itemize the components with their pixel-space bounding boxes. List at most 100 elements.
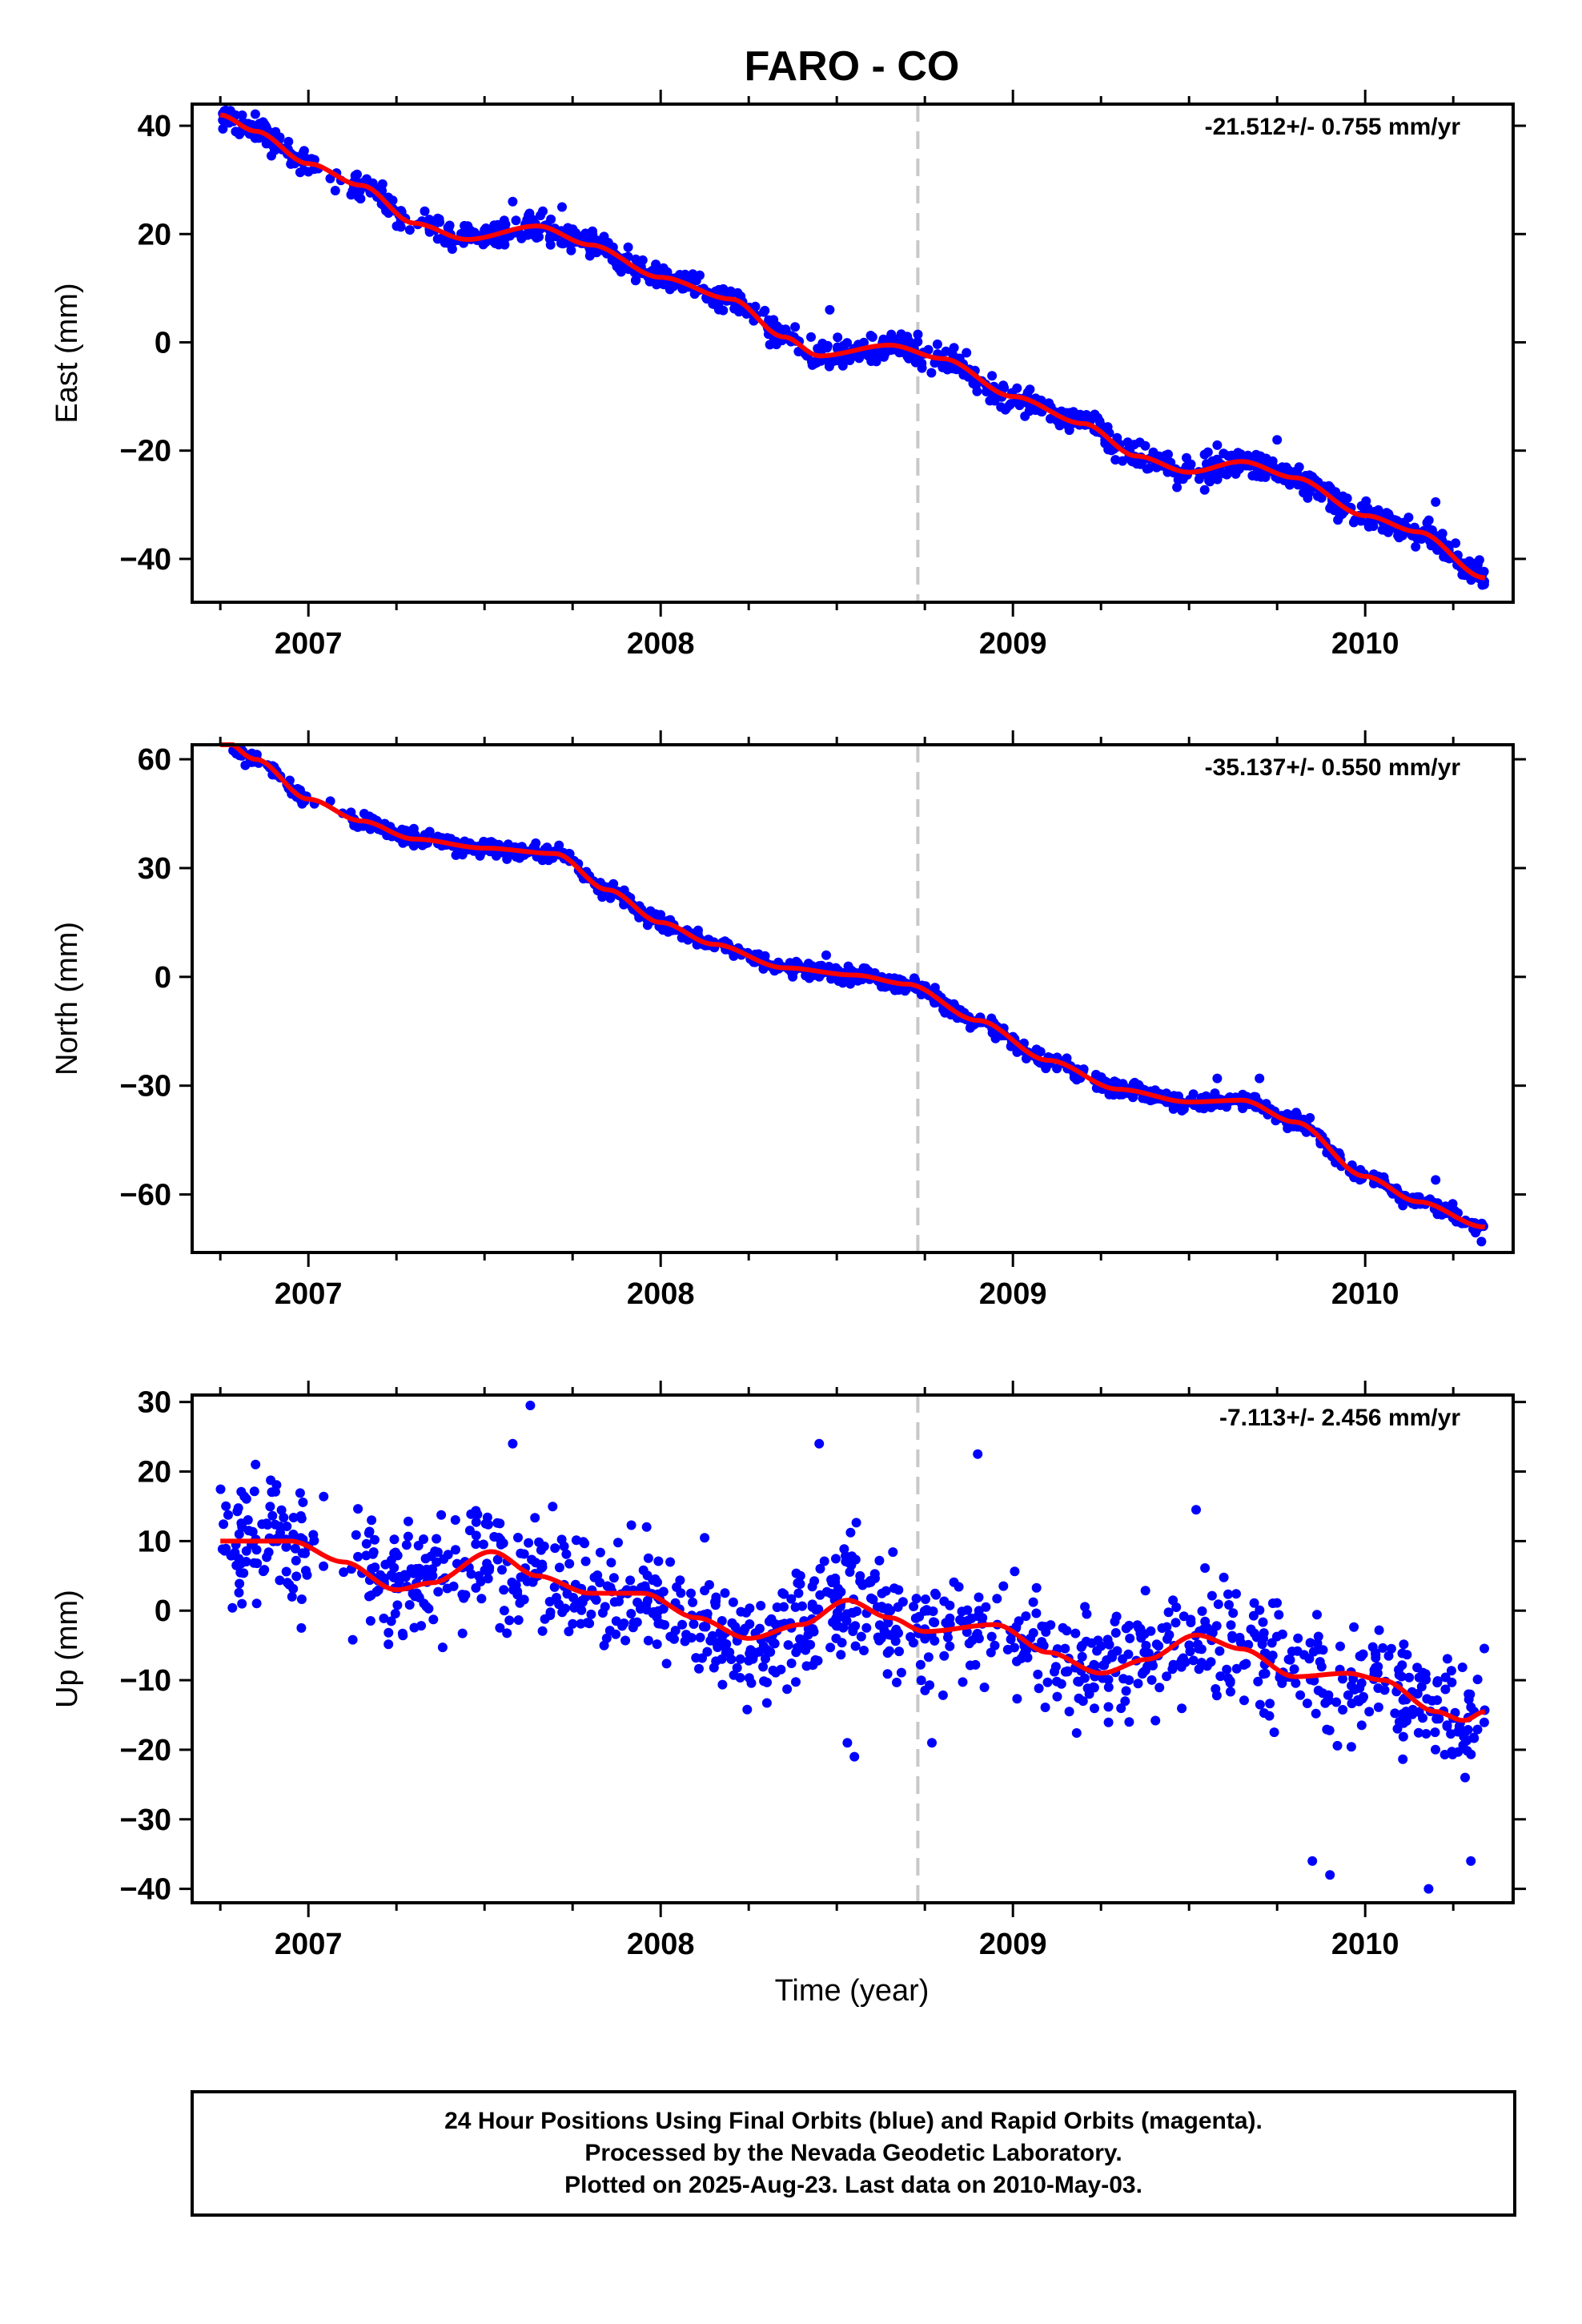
up-point bbox=[711, 1638, 721, 1648]
up-point bbox=[1080, 1602, 1090, 1612]
up-point bbox=[606, 1558, 616, 1568]
up-point bbox=[464, 1526, 475, 1536]
up-point bbox=[1071, 1728, 1082, 1738]
up-outlier-point bbox=[1423, 1884, 1434, 1894]
up-point bbox=[552, 1593, 561, 1602]
east-ylabel: East (mm) bbox=[50, 283, 84, 423]
up-point bbox=[1219, 1572, 1229, 1582]
east-point bbox=[917, 363, 927, 373]
up-point bbox=[744, 1655, 754, 1666]
up-point bbox=[1060, 1643, 1070, 1654]
up-point bbox=[516, 1548, 526, 1558]
east-point bbox=[267, 151, 276, 161]
up-point bbox=[965, 1660, 975, 1671]
up-point bbox=[1373, 1662, 1383, 1672]
up-point bbox=[389, 1534, 400, 1545]
east-point bbox=[235, 129, 244, 139]
up-point bbox=[658, 1603, 669, 1614]
up-point bbox=[1466, 1702, 1476, 1712]
up-point bbox=[1223, 1673, 1233, 1683]
up-point bbox=[661, 1659, 672, 1669]
up-point bbox=[568, 1618, 578, 1629]
north-ticks: −60 −30 0 30 60 2007 2008 2009 2010 bbox=[120, 730, 1526, 1311]
up-point bbox=[433, 1586, 444, 1597]
chart-title: FARO - CO bbox=[745, 43, 960, 90]
up-point bbox=[1093, 1635, 1103, 1646]
east-point bbox=[355, 194, 366, 204]
up-point bbox=[653, 1556, 664, 1566]
up-point bbox=[611, 1629, 621, 1639]
up-point bbox=[801, 1645, 811, 1655]
up-point bbox=[1293, 1633, 1303, 1643]
up-point bbox=[1211, 1691, 1222, 1701]
east-point bbox=[1411, 541, 1421, 552]
up-point bbox=[1322, 1724, 1332, 1735]
up-point bbox=[232, 1506, 243, 1517]
up-point bbox=[404, 1516, 413, 1526]
up-y-tick-label: −30 bbox=[120, 1803, 171, 1837]
up-point bbox=[281, 1566, 291, 1577]
up-point bbox=[1163, 1607, 1174, 1618]
up-point bbox=[885, 1646, 894, 1656]
up-point bbox=[1398, 1731, 1408, 1742]
up-point bbox=[792, 1642, 802, 1653]
up-point bbox=[711, 1592, 721, 1602]
east-point bbox=[1212, 474, 1223, 485]
east-point bbox=[1194, 474, 1204, 485]
up-point bbox=[652, 1639, 662, 1650]
up-point bbox=[619, 1618, 629, 1628]
up-point bbox=[361, 1550, 371, 1561]
up-point bbox=[791, 1568, 801, 1578]
east-point bbox=[478, 239, 488, 250]
up-point bbox=[1088, 1682, 1098, 1692]
up-point bbox=[1460, 1729, 1469, 1739]
up-point bbox=[732, 1663, 742, 1673]
up-point bbox=[868, 1594, 878, 1605]
up-point bbox=[744, 1673, 754, 1683]
up-point bbox=[896, 1667, 906, 1678]
east-outlier-point bbox=[825, 304, 835, 315]
east-point bbox=[669, 281, 679, 292]
up-point bbox=[957, 1616, 967, 1626]
up-point bbox=[652, 1577, 662, 1587]
east-point bbox=[570, 229, 580, 239]
north-point bbox=[814, 971, 825, 982]
east-point bbox=[781, 324, 791, 335]
east-point bbox=[793, 347, 804, 356]
east-point bbox=[854, 353, 865, 364]
north-point bbox=[966, 1020, 976, 1031]
x-axis-label: Time (year) bbox=[775, 1974, 930, 2008]
east-point bbox=[1020, 411, 1030, 421]
up-point bbox=[1412, 1689, 1423, 1699]
east-panel: −40 −20 0 20 40 2007 2008 2009 2010 -21.512+/- 0… bbox=[50, 90, 1526, 661]
up-point bbox=[1134, 1622, 1144, 1633]
up-ticks: −40 −30 −20 −10 0 10 20 30 2007 2008 2009 2010 bbox=[120, 1381, 1526, 1961]
up-point bbox=[267, 1487, 277, 1498]
up-point bbox=[1223, 1589, 1233, 1599]
up-point bbox=[1383, 1651, 1394, 1661]
up-point bbox=[1077, 1651, 1087, 1662]
up-point bbox=[897, 1597, 908, 1607]
up-point bbox=[513, 1615, 524, 1625]
up-point bbox=[1378, 1642, 1388, 1653]
north-point bbox=[1109, 1090, 1118, 1100]
up-point bbox=[347, 1634, 358, 1645]
up-point bbox=[432, 1547, 443, 1558]
up-point bbox=[497, 1565, 507, 1575]
up-point bbox=[1397, 1709, 1407, 1719]
up-point bbox=[919, 1606, 930, 1616]
up-point bbox=[851, 1518, 861, 1528]
up-point bbox=[586, 1609, 596, 1619]
up-ylabel: Up (mm) bbox=[50, 1590, 84, 1708]
up-point bbox=[879, 1626, 889, 1636]
up-point bbox=[1235, 1632, 1245, 1642]
up-point bbox=[288, 1513, 299, 1522]
up-point bbox=[939, 1651, 950, 1661]
up-point bbox=[700, 1586, 710, 1596]
up-point bbox=[614, 1596, 624, 1606]
up-point bbox=[909, 1602, 919, 1611]
up-point bbox=[1021, 1611, 1031, 1622]
up-point bbox=[249, 1558, 259, 1568]
up-point bbox=[1103, 1702, 1114, 1712]
up-point bbox=[471, 1582, 481, 1593]
